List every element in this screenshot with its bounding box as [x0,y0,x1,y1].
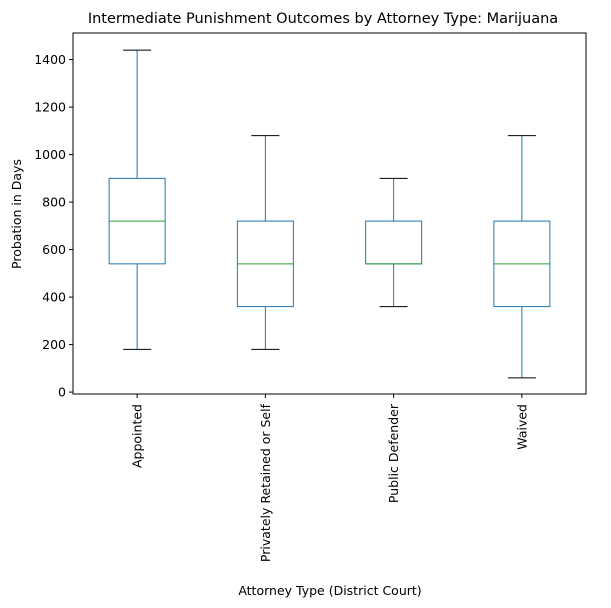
box-group [108,49,166,350]
y-tick-label: 200 [42,337,66,352]
chart-title: Intermediate Punishment Outcomes by Atto… [88,11,558,27]
plot-frame [72,32,587,395]
x-axis-label: Attorney Type (District Court) [238,583,421,598]
x-axis: Appointed Privately Retained or Self Publi… [130,394,529,562]
y-tick-label: 1000 [34,147,66,162]
x-tick-label: Waived [514,404,529,450]
iqr-box [365,220,423,265]
x-tick-label: Public Defender [386,403,401,503]
y-tick-label: 800 [42,195,66,210]
y-tick-label: 0 [58,385,66,400]
y-tick-label: 1200 [34,100,66,115]
y-axis: 0 200 400 600 800 1000 1200 1400 [34,52,73,400]
plot-area [108,49,551,379]
y-axis-label: Probation in Days [9,159,24,269]
y-tick-label: 600 [42,242,66,257]
box-group [236,135,294,350]
x-tick-label: Appointed [130,404,145,468]
box-group [493,135,551,379]
y-tick-label: 1400 [34,52,66,67]
y-tick-label: 400 [42,290,66,305]
box-group [365,177,423,308]
x-tick-label: Privately Retained or Self [258,403,273,562]
